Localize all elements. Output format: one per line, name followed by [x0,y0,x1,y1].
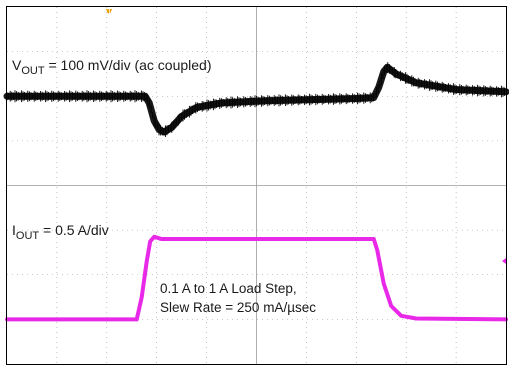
iout-scale-label: IOUT = 0.5 A/div [12,222,109,242]
plot-frame [6,6,507,365]
vout-scale-label: VOUT = 100 mV/div (ac coupled) [12,57,212,77]
trigger-marker: 1 [106,7,112,16]
iout-trace [5,234,508,322]
load-step-annotation-line2: Slew Rate = 250 mA/µsec [160,300,316,315]
load-step-annotation-line1: 0.1 A to 1 A Load Step, [160,281,297,296]
iout-channel-marker [502,258,506,264]
svg-text:1: 1 [107,7,112,16]
